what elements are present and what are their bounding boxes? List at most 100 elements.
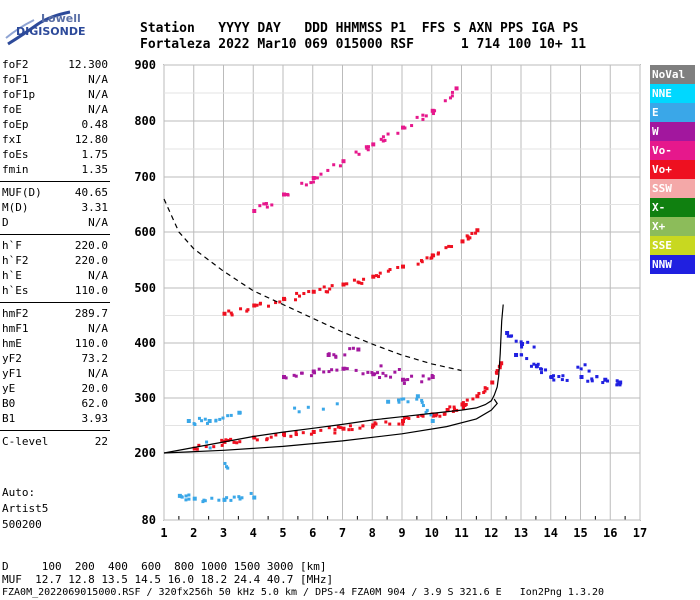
data-point [311,180,315,184]
data-point [406,400,410,404]
data-point [332,353,336,357]
data-point [186,419,191,423]
data-point [311,176,316,180]
data-point [534,364,539,368]
data-point [309,432,313,436]
data-point [495,371,499,375]
data-point [226,466,230,470]
data-point [514,339,518,343]
data-point [549,375,554,379]
data-point [322,285,326,289]
data-point [485,387,489,391]
data-point [229,311,233,315]
data-point [466,237,470,241]
param-key: yE [2,382,16,395]
data-point [205,440,209,444]
data-point [232,440,236,444]
x-tick-label: 6 [309,526,316,540]
data-point [220,443,224,447]
param-value: 220.0 [74,254,108,267]
data-point [226,414,230,418]
data-point [229,437,233,441]
data-point [420,413,424,417]
param-row: fmin 1.35 [2,163,108,179]
data-point [601,381,605,385]
legend-item: SSE [650,236,695,255]
data-point [424,114,428,118]
data-point [420,380,424,384]
data-point [330,284,334,288]
data-point [499,361,504,366]
data-point [294,374,298,378]
data-point [375,274,379,278]
data-point [465,234,469,238]
param-key: M(D) [2,201,29,214]
data-point [348,347,352,351]
param-key: hmE [2,337,22,350]
data-point [237,410,242,415]
param-row: yF1 N/A [2,367,108,383]
data-point [434,414,438,418]
data-point [300,371,304,375]
data-point [297,410,301,414]
data-point [270,203,274,207]
data-point [227,309,231,313]
param-key: h`F2 [2,254,29,267]
param-row: foF1p N/A [2,88,108,104]
data-point [293,406,297,410]
data-point [294,298,298,302]
data-point [421,404,425,408]
data-point [239,307,243,311]
data-point [335,402,339,406]
param-value: 12.300 [68,58,108,71]
param-separator [0,430,110,431]
data-point [307,290,311,294]
data-point [184,498,188,502]
data-point [532,362,536,366]
data-point [333,431,337,435]
data-point [315,176,319,180]
x-tick-label: 7 [339,526,346,540]
legend-item: Vo- [650,141,695,160]
legend-item: NNE [650,84,695,103]
data-point [238,440,242,444]
y-tick-label: 900 [134,58,156,72]
data-point [338,164,342,168]
data-point [238,497,242,501]
data-point [180,495,184,499]
data-point [579,367,583,371]
x-tick-label: 17 [633,526,647,540]
legend-item: W [650,122,695,141]
param-key: B1 [2,412,16,425]
param-key: hmF1 [2,322,29,335]
param-key: foEs [2,148,29,161]
data-point [289,434,293,438]
y-tick-label: 300 [134,391,156,405]
legend-item: E [650,103,695,122]
data-point [360,281,364,285]
data-point [540,367,544,371]
data-point [252,435,257,440]
param-row: foEp 0.48 [2,118,108,134]
data-point [195,447,199,451]
data-point [274,301,278,305]
data-point [246,308,250,312]
data-point [217,498,221,502]
data-point [386,269,390,273]
header-values: Fortaleza 2022 Mar10 069 015000 RSF 1 71… [140,37,587,52]
data-point [586,379,590,383]
x-tick-label: 15 [573,526,587,540]
data-point [187,493,191,497]
param-key: foEp [2,118,29,131]
data-point [282,375,286,379]
data-point [249,491,253,495]
data-point [278,300,282,304]
x-tick-label: 1 [160,526,167,540]
data-point [430,375,435,379]
data-point [357,152,361,156]
auto-artist: Artist5 [2,502,49,515]
data-point [460,239,465,244]
param-separator [0,234,110,235]
data-point [347,428,351,432]
data-point [338,426,342,430]
